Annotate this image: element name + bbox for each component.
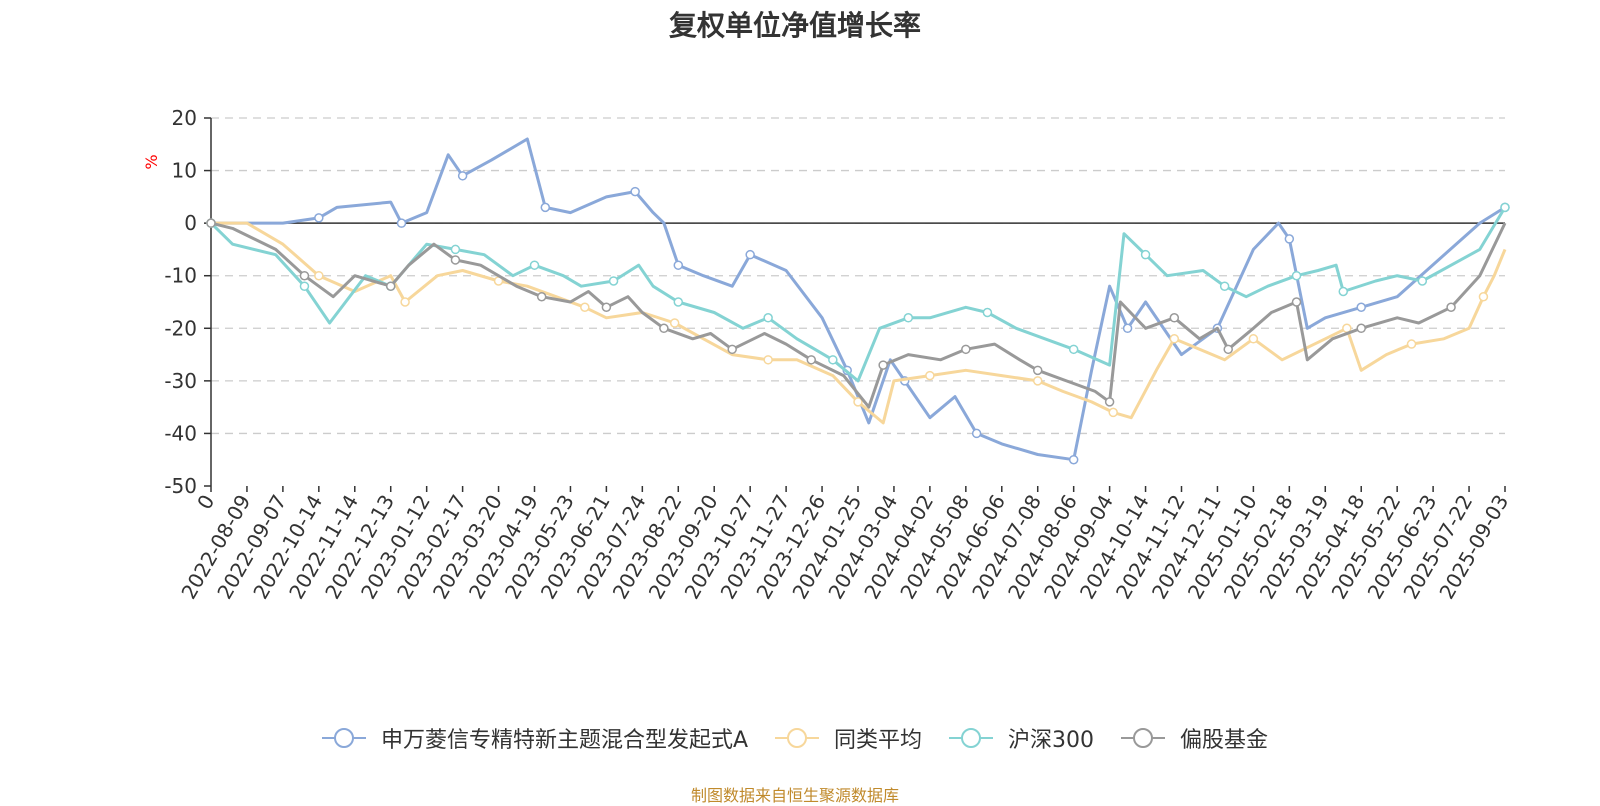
data-point — [1068, 344, 1079, 355]
data-point — [727, 344, 737, 355]
data-point — [903, 313, 914, 323]
legend-circle — [333, 728, 354, 748]
legend-marker-icon — [1121, 728, 1166, 748]
data-point — [853, 397, 863, 407]
data-point — [580, 302, 590, 313]
grid-lines — [211, 117, 1505, 435]
data-point — [1169, 313, 1180, 323]
data-point — [536, 291, 547, 302]
legend-item-equity-fund[interactable]: 偏股基金 — [1121, 722, 1268, 754]
data-source-credit: 制图数据来自恒生聚源数据库 — [690, 786, 899, 805]
data-point — [608, 276, 619, 286]
data-point — [1219, 281, 1230, 291]
data-point — [1356, 302, 1366, 313]
data-point — [828, 355, 838, 365]
data-point — [1417, 276, 1428, 286]
data-point — [540, 202, 551, 213]
y-tick-label: -40 — [164, 421, 197, 445]
data-point — [1223, 344, 1233, 355]
data-point — [299, 281, 310, 291]
y-tick-label: 20 — [172, 106, 197, 130]
legend-marker-icon — [775, 728, 820, 748]
data-point — [601, 302, 612, 313]
legend-item-hs300[interactable]: 沪深300 — [949, 722, 1094, 754]
data-point — [396, 218, 407, 228]
series-line — [209, 206, 1507, 383]
data-point — [982, 307, 993, 318]
data-point — [745, 249, 755, 260]
data-point — [1338, 286, 1348, 297]
data-point — [763, 355, 773, 365]
legend-circle — [787, 728, 808, 748]
data-point — [314, 270, 324, 281]
data-point — [669, 318, 680, 328]
data-point — [450, 255, 461, 265]
data-point — [806, 355, 817, 365]
data-point — [1169, 334, 1180, 344]
data-point — [1104, 397, 1115, 407]
data-point — [1500, 202, 1510, 213]
data-point — [1284, 234, 1295, 244]
legend-item-fund[interactable]: 申万菱信专精特新主题混合型发起式A — [321, 722, 749, 754]
data-point — [659, 323, 669, 334]
data-point — [961, 344, 971, 355]
legend: 申万菱信专精特新主题混合型发起式A 同类平均 沪深300 偏股基金 — [0, 722, 1590, 754]
x-tick-label: 0 — [192, 491, 219, 514]
data-point — [314, 213, 324, 223]
data-point — [1356, 323, 1366, 334]
series-line — [211, 221, 1507, 425]
legend-marker-icon — [321, 728, 366, 748]
legend-label: 同类平均 — [834, 728, 923, 753]
data-point — [1291, 297, 1302, 307]
y-tick-label: -30 — [164, 369, 197, 393]
data-point — [450, 244, 461, 255]
legend-label: 沪深300 — [1008, 728, 1095, 753]
data-point — [630, 186, 640, 197]
data-point — [1478, 291, 1489, 302]
legend-circle — [1133, 728, 1154, 748]
data-point — [925, 370, 935, 381]
data-point — [299, 270, 310, 281]
data-point — [1032, 376, 1043, 386]
y-tick-label: -10 — [164, 264, 197, 288]
legend-circle — [961, 728, 982, 748]
data-point — [1108, 407, 1118, 418]
data-point — [529, 260, 540, 270]
data-point — [1446, 302, 1456, 313]
legend-label: 申万菱信专精特新主题混合型发起式A — [380, 728, 749, 753]
legend-item-peer-average[interactable]: 同类平均 — [775, 722, 922, 754]
data-point — [1140, 249, 1151, 260]
data-point — [1291, 270, 1302, 281]
series-lines — [206, 137, 1510, 465]
data-point — [763, 313, 773, 323]
data-point — [1068, 454, 1079, 465]
chart-title: 复权单位净值增长率 — [668, 9, 921, 42]
legend-label: 偏股基金 — [1180, 728, 1269, 753]
data-point — [673, 297, 684, 307]
data-point — [400, 297, 410, 307]
data-point — [457, 171, 468, 181]
data-point — [1248, 334, 1259, 344]
data-point — [878, 360, 888, 370]
data-point — [673, 260, 684, 270]
y-tick-label: -50 — [164, 474, 197, 498]
data-point — [206, 218, 216, 228]
data-point — [1032, 365, 1043, 376]
y-axis-label: % — [142, 154, 161, 169]
y-tick-label: -20 — [164, 316, 197, 340]
y-tick-label: 0 — [184, 211, 197, 235]
data-point — [971, 428, 982, 439]
legend-marker-icon — [949, 728, 994, 748]
data-point — [385, 281, 396, 291]
data-point — [1406, 339, 1417, 349]
data-point — [1122, 323, 1133, 334]
y-tick-label: 10 — [172, 159, 197, 183]
